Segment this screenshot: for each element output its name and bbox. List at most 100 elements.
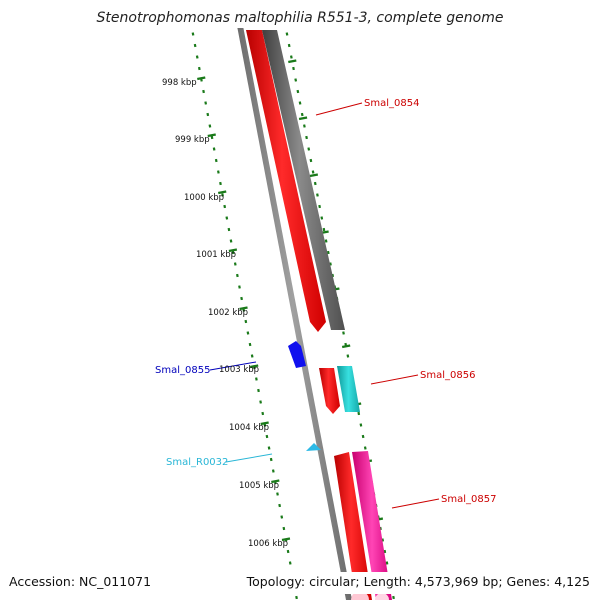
major-tick (281, 537, 291, 542)
minor-tick (250, 354, 254, 358)
gene-label-smal-r0032[interactable]: Smal_R0032 (166, 457, 228, 468)
tick-label: 998 kbp (162, 78, 197, 88)
gene-smal-0854-gray-feature[interactable] (262, 30, 345, 330)
minor-tick (265, 434, 269, 439)
tick-label: 1000 kbp (184, 193, 224, 203)
gene-smal-0855-feature[interactable] (288, 341, 306, 368)
minor-tick (233, 262, 237, 266)
gene-label-smal-0856[interactable]: Smal_0856 (420, 370, 475, 381)
gene-label-smal-0857[interactable]: Smal_0857 (441, 494, 496, 505)
major-tick (260, 421, 269, 426)
minor-tick (246, 331, 250, 335)
tick-label: 1002 kbp (208, 308, 248, 318)
minor-tick (280, 515, 284, 519)
minor-tick (210, 135, 214, 140)
major-tick (298, 116, 308, 121)
gene-label-smal-0855[interactable]: Smal_0855 (155, 365, 210, 376)
minor-tick (229, 239, 233, 243)
minor-tick (267, 446, 271, 450)
minor-tick (309, 158, 313, 163)
minor-tick (289, 55, 293, 59)
minor-tick (363, 446, 367, 450)
minor-tick (217, 170, 220, 174)
minor-tick (326, 250, 330, 255)
scale-major-ticks-left (197, 76, 291, 542)
page-title: Stenotrophomonas maltophilia R551-3, com… (97, 10, 504, 26)
minor-tick (231, 250, 235, 255)
minor-tick (240, 296, 243, 301)
minor-tick (236, 273, 239, 278)
title-background (95, 6, 505, 28)
minor-tick (359, 423, 363, 427)
major-tick (309, 173, 319, 178)
minor-tick (212, 147, 216, 151)
minor-tick (197, 66, 201, 71)
bottom-marker-right (375, 593, 389, 600)
leader-smal-0857 (391, 498, 440, 509)
gene-label-smal-0854[interactable]: Smal_0854 (364, 98, 419, 109)
minor-tick (248, 342, 252, 347)
tick-label: 1003 kbp (219, 365, 259, 375)
minor-tick (271, 469, 275, 473)
gene-smal-0857-pink-feature[interactable] (352, 451, 392, 600)
minor-tick (285, 32, 289, 36)
gene-smal-r0032-feature[interactable] (306, 443, 321, 451)
leader-smal-0856 (370, 374, 419, 385)
minor-tick (261, 411, 265, 416)
major-tick (341, 344, 351, 349)
minor-tick (195, 55, 199, 59)
minor-tick (392, 595, 395, 600)
gene-smal-0856-cyan-feature[interactable] (337, 366, 360, 412)
gene-smal-0856-red-feature[interactable] (319, 368, 340, 414)
tick-label: 1005 kbp (239, 481, 279, 491)
minor-tick (298, 101, 302, 105)
minor-tick (238, 285, 241, 289)
scale-tick-labels: 998 kbp 999 kbp 1000 kbp 1001 kbp 1002 k… (162, 78, 288, 549)
major-tick (288, 59, 297, 64)
minor-tick (255, 377, 258, 381)
genome-summary-text: Topology: circular; Length: 4,573,969 bp… (246, 574, 590, 589)
minor-tick (318, 204, 321, 209)
minor-tick (269, 457, 273, 462)
minor-tick (342, 331, 345, 335)
minor-tick (346, 354, 350, 358)
leader-smal-0854 (315, 102, 363, 116)
tick-label: 1006 kbp (248, 539, 288, 549)
minor-tick (381, 538, 385, 542)
minor-tick (225, 216, 229, 220)
major-tick (271, 479, 280, 484)
minor-tick (288, 561, 292, 565)
minor-tick (329, 262, 332, 266)
minor-tick (259, 400, 262, 404)
minor-tick (244, 319, 248, 324)
minor-tick (292, 66, 295, 71)
minor-tick (282, 526, 286, 531)
minor-tick (219, 181, 222, 186)
minor-tick (193, 43, 197, 48)
minor-tick (303, 124, 306, 128)
minor-tick (276, 492, 279, 496)
gene-smal-0857-red-feature[interactable] (334, 452, 372, 600)
minor-tick (214, 158, 218, 163)
footer-background (0, 572, 600, 594)
minor-tick (300, 112, 304, 117)
major-tick (207, 133, 216, 138)
minor-tick (307, 147, 311, 151)
gene-smal-0854-red-feature[interactable] (246, 30, 326, 332)
minor-tick (296, 89, 300, 94)
minor-tick (202, 89, 205, 94)
minor-tick (278, 503, 281, 508)
minor-tick (361, 434, 365, 439)
minor-tick (294, 78, 298, 82)
minor-tick (221, 193, 224, 197)
minor-tick (295, 595, 298, 600)
minor-tick (208, 124, 212, 128)
major-tick (228, 248, 238, 253)
minor-tick (286, 549, 290, 554)
minor-tick (324, 239, 328, 243)
minor-tick (357, 411, 361, 416)
major-tick (239, 306, 248, 311)
tick-label: 1001 kbp (196, 250, 236, 260)
leader-smal-r0032 (225, 453, 273, 463)
